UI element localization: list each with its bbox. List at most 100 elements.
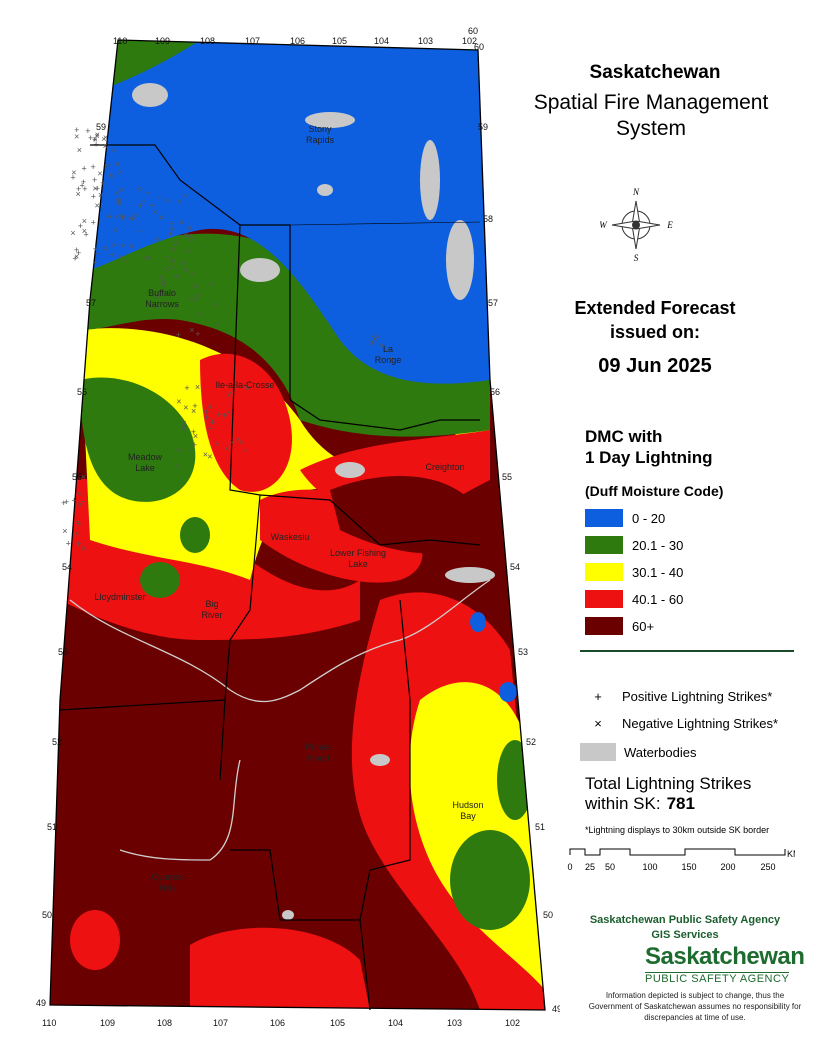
zone-20-30-west-2 [140, 562, 180, 598]
forecast-date: 09 Jun 2025 [598, 355, 712, 377]
lightning-strike-marker: + [61, 498, 66, 508]
legend-swatch [585, 590, 623, 608]
place-label: Ile-a-la-Crosse [215, 380, 274, 390]
lightning-strike-marker: + [174, 271, 179, 281]
lightning-strike-marker: × [207, 451, 212, 461]
zone-0-20-east-2 [499, 682, 517, 702]
latitude-label-left: 54 [62, 562, 72, 572]
latitude-label-right: 54 [510, 562, 520, 572]
lightning-strike-marker: × [189, 235, 194, 245]
lightning-strike-marker: × [191, 406, 196, 416]
lightning-strike-marker: + [215, 320, 220, 330]
latitude-label-right: 58 [483, 214, 493, 224]
lightning-strike-marker: × [97, 168, 102, 178]
zone-0-20-east [470, 612, 486, 632]
lightning-note: *Lightning displays to 30km outside SK b… [585, 825, 770, 835]
waterbody [446, 220, 474, 300]
legend-subtitle: (Duff Moisture Code) [585, 483, 724, 499]
bottom-longitude-label: 108 [157, 1018, 172, 1028]
latitude-label-right: 50 [543, 910, 553, 920]
lightning-strike-marker: × [74, 528, 79, 538]
waterbody [335, 462, 365, 478]
lightning-strike-marker: + [80, 181, 85, 191]
admin-boundary [259, 494, 481, 546]
lightning-strike-marker: × [174, 301, 179, 311]
forecast-line-2: issued on: [609, 322, 700, 342]
lightning-strike-marker: × [77, 499, 82, 509]
lightning-strike-marker: × [187, 231, 192, 241]
legend-negative-strike: × Negative Lightning Strikes* [580, 716, 778, 731]
lightning-strike-marker: × [379, 341, 384, 351]
lightning-strike-marker: × [195, 291, 200, 301]
lightning-strike-marker: × [101, 134, 106, 144]
compass-w: W [599, 220, 608, 230]
waterbody [370, 754, 390, 766]
lightning-strike-marker: × [136, 184, 141, 194]
lightning-strike-marker: × [182, 190, 187, 200]
lightning-strike-marker: + [187, 446, 192, 456]
legend-swatch [585, 617, 623, 635]
lightning-strike-marker: × [154, 234, 159, 244]
zone-20-30-west-3 [180, 517, 210, 553]
lightning-strike-marker: × [117, 195, 122, 205]
bottom-longitude-label: 103 [447, 1018, 462, 1028]
legend-label: 40.1 - 60 [632, 591, 684, 607]
lightning-strike-marker: + [120, 211, 125, 221]
agency-line-1: Saskatchewan Public Safety Agency [589, 914, 781, 926]
lightning-strike-marker: × [181, 424, 186, 434]
lightning-strike-marker: × [158, 273, 163, 283]
lightning-strike-marker: × [186, 246, 191, 256]
place-label: Lower Fishing [330, 548, 386, 558]
lightning-strike-marker: × [226, 390, 231, 400]
latitude-label-left: 59 [96, 122, 106, 132]
top-longitude-label: 107 [245, 36, 260, 46]
lightning-strike-marker: + [375, 333, 380, 343]
lightning-strike-marker: + [187, 294, 192, 304]
zone-20-30-north [80, 233, 490, 437]
scale-tick: 250 [760, 862, 775, 872]
compass-e: E [666, 220, 673, 230]
lightning-strike-marker: + [216, 410, 221, 420]
lightning-strike-marker: × [93, 135, 98, 145]
zone-40-60-sw [70, 910, 120, 970]
lightning-strike-marker: × [115, 196, 120, 206]
legend-label: 0 - 20 [632, 510, 666, 526]
lightning-strike-marker: + [130, 214, 135, 224]
lightning-strike-marker: + [238, 437, 243, 447]
lightning-strike-marker: + [192, 401, 197, 411]
lightning-strike-marker: × [212, 300, 217, 310]
logo-main-text: Saskatchewan [645, 943, 805, 970]
waterbody [305, 112, 355, 128]
latitude-label-right: 51 [535, 822, 545, 832]
lightning-strike-marker: × [187, 223, 192, 233]
lightning-strike-marker: × [173, 239, 178, 249]
lightning-strike-marker: × [76, 489, 81, 499]
lightning-strike-marker: + [92, 175, 97, 185]
lightning-strike-marker: + [76, 519, 81, 529]
lightning-strike-marker: + [88, 133, 93, 143]
cross-icon: × [594, 716, 602, 731]
legend-waterbodies: Waterbodies [580, 743, 697, 761]
legend-class-3: 40.1 - 60 [585, 590, 683, 608]
lightning-strike-marker: × [170, 262, 175, 272]
zone-40-60-south [190, 927, 370, 1010]
lightning-strike-marker: + [100, 178, 105, 188]
bottom-longitude-label: 106 [270, 1018, 285, 1028]
place-label: Buffalo [148, 288, 176, 298]
lightning-strike-marker: + [91, 192, 96, 202]
lightning-strike-marker: × [106, 212, 111, 222]
fire-map: ×+++×××+++××× ×××+××+×+××+++×++++++×+××+×… [36, 26, 560, 1028]
lightning-strike-marker: × [76, 189, 81, 199]
waterbody [240, 258, 280, 282]
legend-title-line-1: DMC with [585, 427, 663, 446]
agency-line-2: GIS Services [651, 929, 719, 941]
lightning-strike-marker: + [165, 252, 170, 262]
lightning-strike-marker: × [236, 434, 241, 444]
lightning-strike-marker: + [107, 169, 112, 179]
latitude-label-left: 56 [77, 387, 87, 397]
lightning-strike-marker: + [204, 407, 209, 417]
lightning-strike-marker: × [203, 449, 208, 459]
lightning-strike-marker: + [93, 257, 98, 267]
place-label: Creighton [425, 462, 464, 472]
